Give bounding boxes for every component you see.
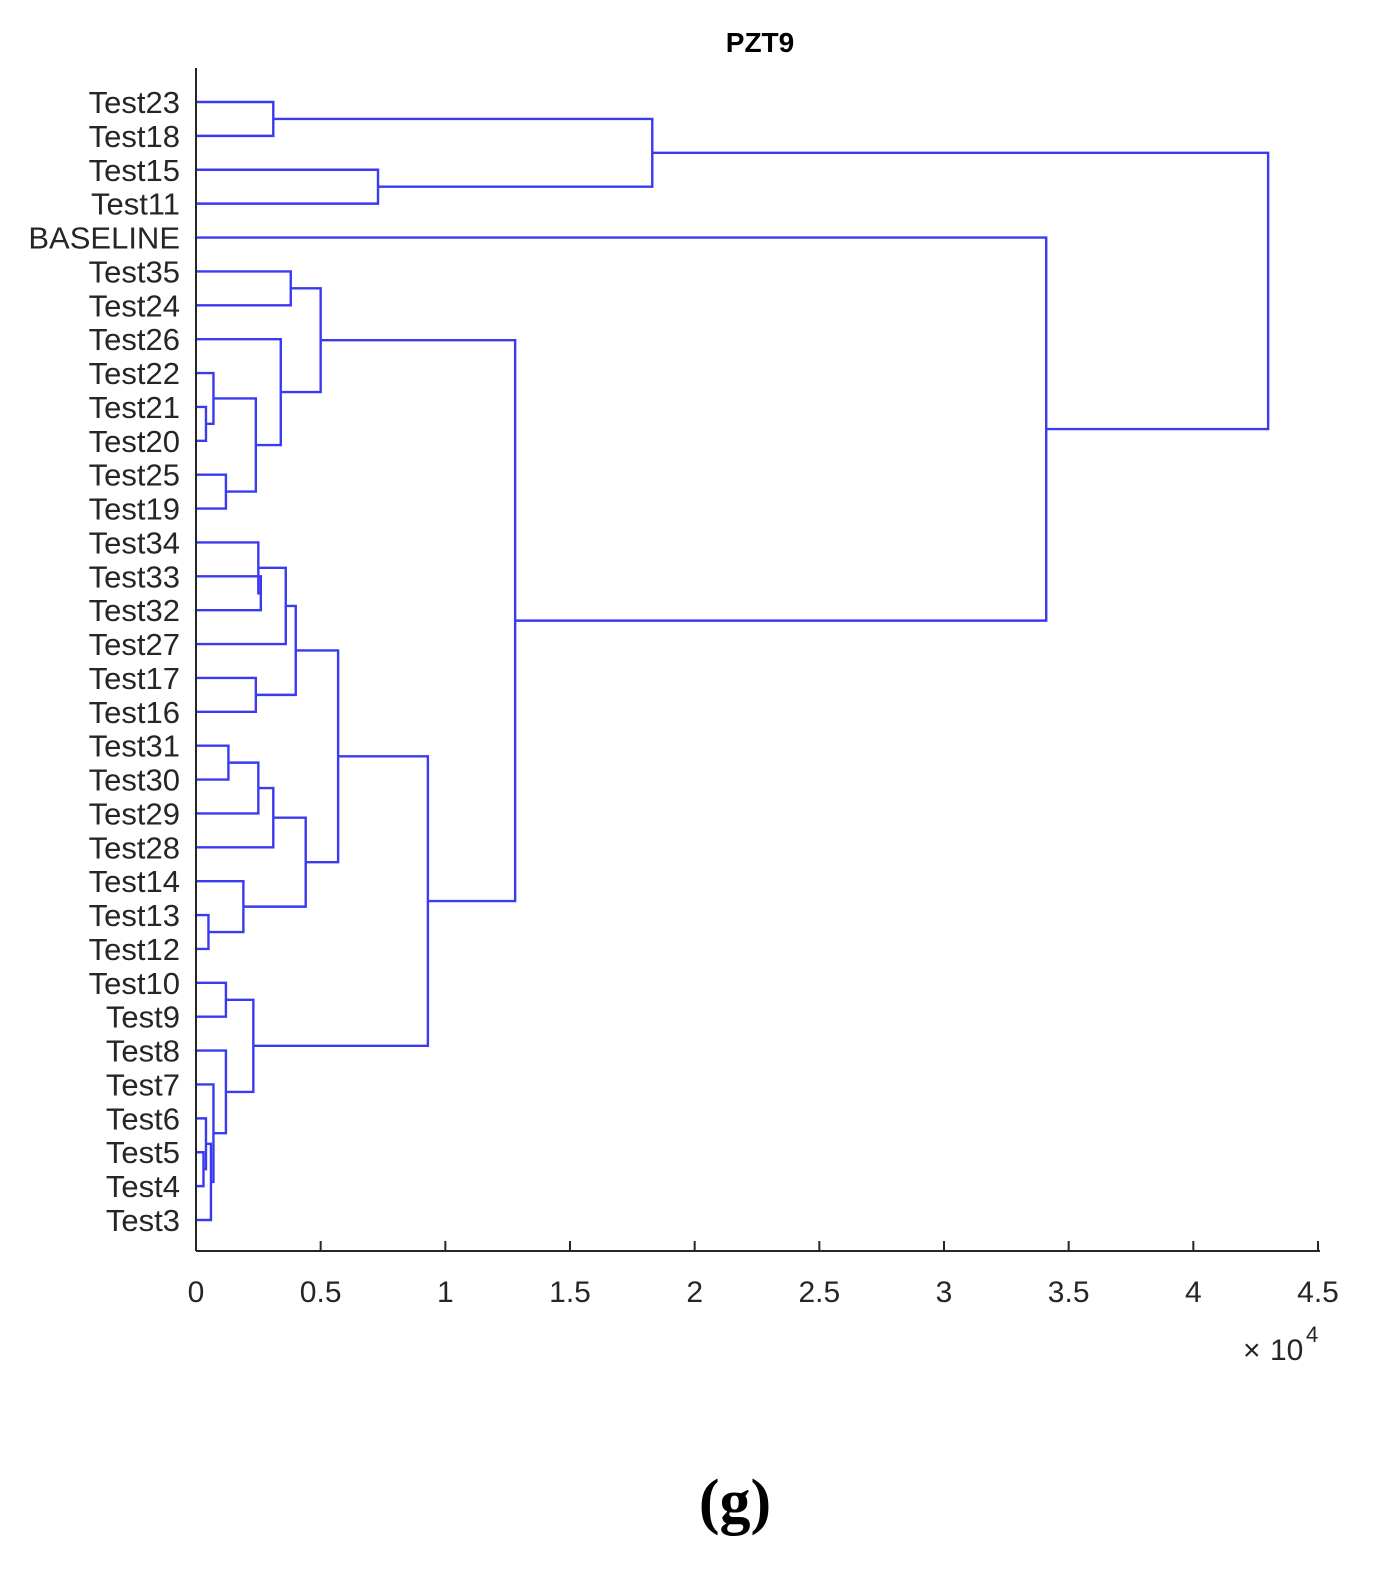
leaf-label-test33: Test33 bbox=[89, 559, 180, 594]
link-c3 bbox=[273, 117, 654, 188]
x-multiplier-base: 10 bbox=[1270, 1334, 1303, 1367]
link-c9 bbox=[196, 337, 282, 447]
link-c28 bbox=[196, 1049, 228, 1135]
x-tick-label: 3.5 bbox=[1048, 1276, 1090, 1309]
link-c30 bbox=[253, 755, 430, 1048]
leaf-label-test14: Test14 bbox=[89, 864, 180, 899]
link-c1 bbox=[196, 100, 275, 138]
x-tick-label: 2 bbox=[686, 1276, 703, 1309]
x-axis-multiplier: × 10 4 bbox=[1243, 1322, 1318, 1367]
leaf-label-test13: Test13 bbox=[89, 898, 180, 933]
link-c32 bbox=[196, 236, 1048, 622]
leaf-label-test12: Test12 bbox=[89, 932, 180, 967]
leaf-label-test5: Test5 bbox=[106, 1135, 180, 1170]
leaf-label-test35: Test35 bbox=[89, 254, 180, 289]
leaf-label-test24: Test24 bbox=[89, 288, 180, 323]
link-c2 bbox=[196, 168, 380, 205]
link-c7 bbox=[196, 473, 228, 510]
x-tick-label: 4 bbox=[1185, 1276, 1202, 1309]
leaf-label-test30: Test30 bbox=[89, 763, 180, 798]
leaf-label-test32: Test32 bbox=[89, 593, 180, 628]
chart-title: PZT9 bbox=[726, 27, 794, 58]
link-c8 bbox=[213, 397, 258, 493]
x-tick-label: 0 bbox=[188, 1276, 205, 1309]
link-c20 bbox=[196, 880, 245, 934]
x-tick-label: 0.5 bbox=[300, 1276, 342, 1309]
leaf-label-test7: Test7 bbox=[106, 1067, 180, 1102]
leaf-label-test15: Test15 bbox=[89, 153, 180, 188]
link-c25 bbox=[196, 1117, 208, 1171]
link-c6 bbox=[196, 371, 215, 426]
axes bbox=[195, 68, 1320, 1252]
link-c15 bbox=[255, 604, 297, 697]
link-c31 bbox=[320, 339, 517, 903]
leaf-label-test9: Test9 bbox=[106, 1000, 180, 1035]
leaf-label-test17: Test17 bbox=[89, 661, 180, 696]
link-c23 bbox=[196, 981, 228, 1018]
leaf-label-test16: Test16 bbox=[89, 695, 180, 730]
dendrogram-links bbox=[196, 100, 1270, 1222]
leaf-label-test6: Test6 bbox=[106, 1101, 180, 1136]
link-c4 bbox=[196, 270, 292, 307]
x-tick-label: 1 bbox=[437, 1276, 454, 1309]
leaf-label-test31: Test31 bbox=[89, 729, 180, 764]
link-c18 bbox=[196, 786, 275, 849]
leaf-label-test10: Test10 bbox=[89, 966, 180, 1001]
leaf-label-test20: Test20 bbox=[89, 424, 180, 459]
leaf-label-test11: Test11 bbox=[91, 187, 180, 222]
x-ticks: 0 0.5 1 1.5 2 2.5 3 3.5 4 4.5 bbox=[188, 1241, 1339, 1309]
link-c13 bbox=[196, 566, 287, 646]
leaf-label-test25: Test25 bbox=[89, 458, 180, 493]
x-tick-label: 4.5 bbox=[1297, 1276, 1339, 1309]
x-tick-label: 2.5 bbox=[798, 1276, 840, 1309]
leaf-label-test23: Test23 bbox=[89, 85, 180, 120]
leaf-label-test3: Test3 bbox=[106, 1203, 180, 1238]
x-tick-label: 3 bbox=[936, 1276, 953, 1309]
link-c14 bbox=[196, 676, 258, 714]
leaf-label-test29: Test29 bbox=[89, 796, 180, 831]
x-multiplier-exponent: 4 bbox=[1306, 1322, 1318, 1347]
leaf-label-test34: Test34 bbox=[89, 525, 180, 560]
leaf-label-test28: Test28 bbox=[89, 830, 180, 865]
link-c5 bbox=[196, 405, 208, 442]
leaf-label-test8: Test8 bbox=[106, 1034, 180, 1069]
figure-caption: (g) bbox=[699, 1468, 771, 1536]
leaf-label-test21: Test21 bbox=[89, 390, 180, 425]
x-tick-label: 1.5 bbox=[549, 1276, 591, 1309]
leaf-labels: Test23Test18Test15Test11BASELINETest35Te… bbox=[28, 85, 180, 1238]
link-c17 bbox=[196, 761, 260, 815]
link-c29 bbox=[225, 998, 255, 1094]
leaf-label-test27: Test27 bbox=[89, 627, 180, 662]
x-multiplier-times: × bbox=[1243, 1334, 1261, 1367]
link-c16 bbox=[196, 744, 230, 781]
link-c24 bbox=[196, 1151, 205, 1188]
link-c27 bbox=[196, 1083, 215, 1184]
leaf-label-test19: Test19 bbox=[89, 492, 180, 527]
link-c22 bbox=[295, 649, 340, 864]
leaf-label-test18: Test18 bbox=[89, 119, 180, 154]
link-c11 bbox=[196, 575, 263, 612]
link-c21 bbox=[243, 816, 307, 908]
leaf-label-test26: Test26 bbox=[89, 322, 180, 357]
leaf-label-baseline: BASELINE bbox=[28, 221, 180, 256]
link-c19 bbox=[196, 913, 210, 951]
leaf-label-test22: Test22 bbox=[89, 356, 180, 391]
link-c10 bbox=[280, 287, 322, 394]
link-c12 bbox=[196, 541, 261, 595]
link-c33 bbox=[652, 151, 1270, 431]
leaf-label-test4: Test4 bbox=[106, 1169, 180, 1204]
